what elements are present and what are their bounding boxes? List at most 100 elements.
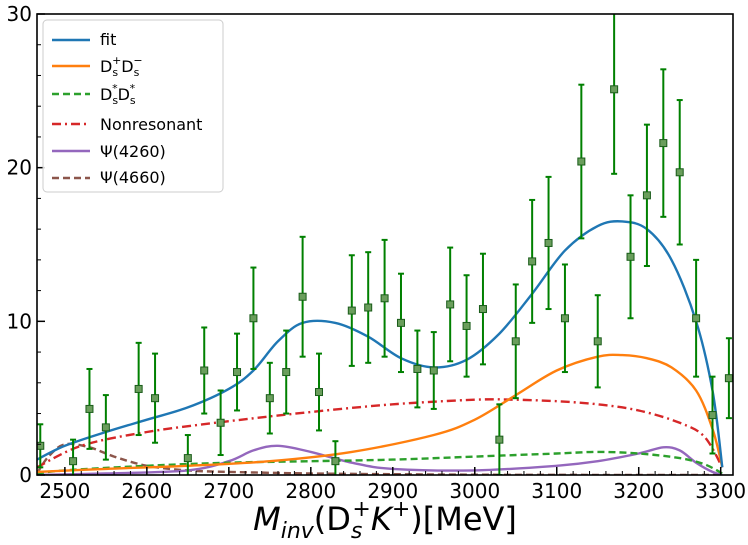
legend-label-dsstar: Ds*Ds* [100, 82, 136, 107]
data-point [560, 263, 569, 374]
data-marker [593, 337, 602, 346]
data-point [315, 352, 324, 432]
x-tick-label: 2800 [285, 479, 336, 503]
data-marker [642, 191, 651, 200]
data-marker [724, 374, 733, 383]
data-marker [265, 394, 274, 403]
data-marker [315, 388, 324, 397]
x-tick-label: 2500 [39, 479, 90, 503]
data-point [37, 423, 45, 469]
data-marker [298, 292, 307, 301]
data-point [593, 294, 602, 389]
legend-label-fit: fit [100, 30, 116, 49]
data-marker [659, 139, 668, 148]
data-point [347, 254, 356, 367]
data-marker [151, 394, 160, 403]
data-point [675, 99, 684, 246]
data-point [462, 274, 471, 378]
data-marker [610, 85, 619, 94]
data-marker [577, 157, 586, 166]
data-marker [331, 457, 340, 466]
data-point [233, 332, 242, 412]
curves-layer [37, 220, 724, 475]
data-point [200, 326, 209, 415]
series-line-fit [37, 220, 724, 468]
legend-label-nonres: Nonresonant [100, 115, 202, 134]
data-marker [233, 368, 242, 377]
data-point [446, 246, 455, 363]
data-point [528, 198, 537, 324]
data-point [511, 283, 520, 400]
plot-frame [36, 13, 734, 476]
legend-box [42, 19, 224, 193]
data-marker [37, 441, 45, 450]
data-point [151, 352, 160, 444]
data-point [364, 251, 373, 364]
x-tick-label: 3200 [613, 479, 664, 503]
y-tick-label: 20 [7, 156, 32, 180]
x-tick-label: 2600 [121, 479, 172, 503]
data-marker [528, 257, 537, 266]
data-point [626, 194, 635, 320]
data-marker [446, 300, 455, 309]
data-point [298, 235, 307, 358]
legend-label-psi4260: Ψ(4260) [100, 142, 166, 161]
data-point [249, 266, 258, 370]
data-marker [183, 454, 192, 463]
y-axis-ticks: 0 10 20 30 [7, 2, 45, 487]
data-point [642, 123, 651, 268]
data-marker [216, 418, 225, 427]
data-marker [675, 168, 684, 177]
data-marker [396, 318, 405, 327]
data-marker [626, 252, 635, 261]
series-line-dsdsbar [37, 353, 724, 474]
x-tick-label: 3000 [449, 479, 500, 503]
data-point [577, 83, 586, 240]
data-marker [347, 306, 356, 315]
data-point [495, 403, 504, 475]
data-point [216, 389, 225, 457]
data-point [429, 331, 438, 410]
y-tick-label: 30 [7, 2, 32, 26]
data-point [85, 367, 94, 450]
data-point [134, 341, 143, 437]
data-point [724, 337, 733, 420]
data-point [396, 272, 405, 374]
data-marker [560, 314, 569, 323]
data-point [708, 375, 717, 455]
data-marker [364, 303, 373, 312]
data-point [282, 329, 291, 415]
x-tick-label: 3100 [531, 479, 582, 503]
data-marker [511, 337, 520, 346]
data-point [69, 438, 78, 475]
data-points-layer [37, 14, 733, 475]
data-point [101, 394, 110, 461]
data-marker [495, 435, 504, 444]
data-marker [282, 368, 291, 377]
data-point [610, 14, 619, 175]
x-tick-label: 2700 [203, 479, 254, 503]
data-marker [69, 457, 78, 466]
x-tick-label: 3300 [695, 479, 746, 503]
data-point [380, 238, 389, 358]
data-point [478, 252, 487, 366]
legend-label-dsdsbar: Ds+Ds− [100, 54, 143, 79]
data-marker [380, 294, 389, 303]
data-point [413, 329, 422, 409]
data-marker [544, 238, 553, 247]
y-tick-label: 10 [7, 309, 32, 333]
y-tick-label: 0 [19, 463, 32, 487]
legend-label-psi4660: Ψ(4660) [100, 168, 166, 187]
data-point [692, 258, 701, 378]
data-marker [85, 404, 94, 413]
data-marker [478, 305, 487, 314]
data-marker [692, 314, 701, 323]
data-point [544, 175, 553, 311]
data-marker [462, 321, 471, 330]
data-marker [413, 364, 422, 373]
data-marker [200, 366, 209, 375]
x-tick-label: 2900 [367, 479, 418, 503]
data-marker [134, 384, 143, 393]
data-point [659, 68, 668, 218]
